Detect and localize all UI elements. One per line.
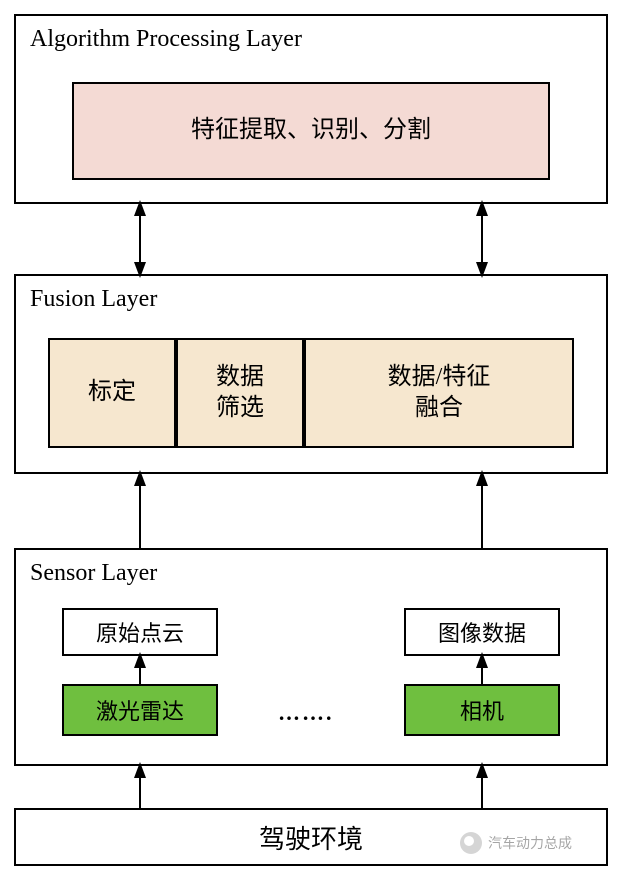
sensor-ellipsis: ……. [278, 700, 334, 726]
env-label: 驾驶环境 [259, 819, 363, 856]
fusion-cell-0: 标定 [48, 338, 176, 448]
sensor-device-0: 激光雷达 [62, 684, 218, 736]
watermark-icon [460, 832, 482, 854]
algo-inner-label: 特征提取、识别、分割 [191, 115, 431, 146]
watermark-text: 汽车动力总成 [488, 833, 572, 853]
sensor-output-0: 原始点云 [62, 608, 218, 656]
diagram-canvas: Algorithm Processing Layer 特征提取、识别、分割 Fu… [0, 0, 622, 882]
algo-layer-title: Algorithm Processing Layer [30, 26, 302, 53]
fusion-cell-2: 数据/特征 融合 [304, 338, 574, 448]
sensor-output-1: 图像数据 [404, 608, 560, 656]
watermark: 汽车动力总成 [460, 832, 572, 854]
algo-inner-box: 特征提取、识别、分割 [72, 82, 550, 180]
sensor-device-1: 相机 [404, 684, 560, 736]
sensor-layer-title: Sensor Layer [30, 560, 157, 587]
fusion-layer-title: Fusion Layer [30, 286, 157, 313]
fusion-cell-1: 数据 筛选 [176, 338, 304, 448]
